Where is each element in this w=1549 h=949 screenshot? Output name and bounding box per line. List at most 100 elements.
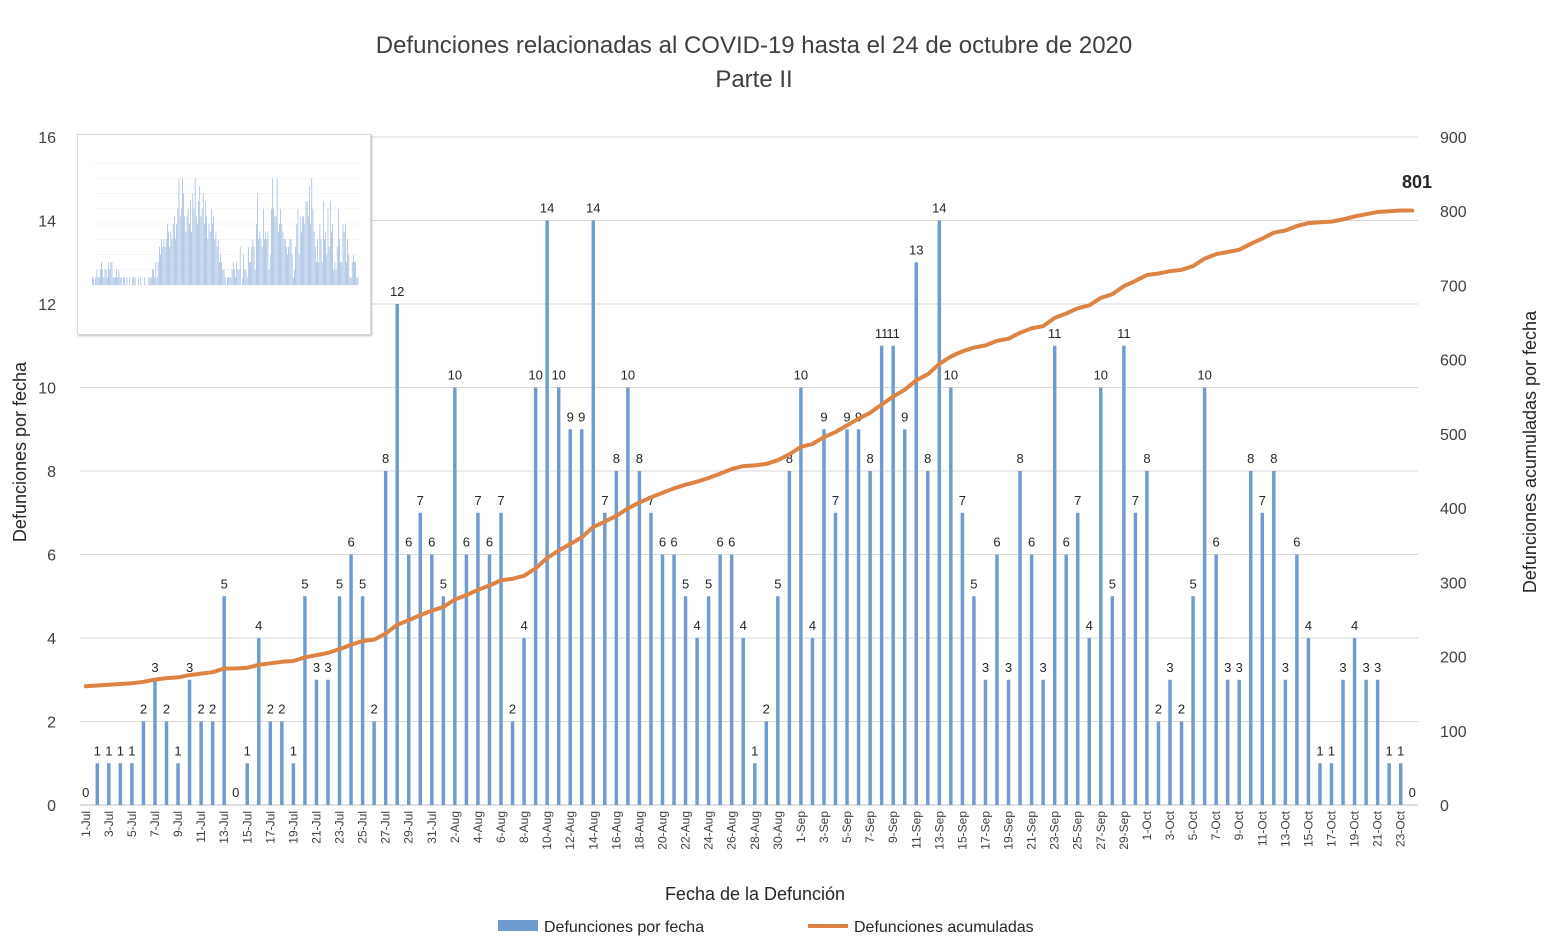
y2-tick-label: 300 bbox=[1440, 575, 1467, 592]
thumbnail-bar bbox=[161, 239, 162, 285]
bar bbox=[983, 679, 988, 805]
bar-value-label: 0 bbox=[232, 785, 239, 800]
thumbnail-bar bbox=[266, 239, 268, 285]
thumbnail-bar bbox=[190, 201, 191, 285]
thumbnail-bar bbox=[259, 231, 261, 285]
bar bbox=[407, 554, 411, 805]
bar bbox=[130, 763, 134, 805]
thumbnail-bar bbox=[243, 254, 244, 285]
thumbnail-bar bbox=[120, 277, 122, 285]
bar bbox=[1076, 512, 1080, 805]
thumbnail-bar bbox=[286, 246, 287, 285]
x-tick-label: 24-Aug bbox=[702, 811, 716, 850]
thumbnail-bar bbox=[102, 269, 104, 285]
thumbnail-bar bbox=[258, 239, 259, 285]
bar bbox=[337, 596, 342, 805]
bar-value-label: 3 bbox=[1166, 660, 1173, 675]
thumbnail-bar bbox=[118, 269, 120, 285]
bar-value-label: 8 bbox=[1270, 451, 1277, 466]
bar-value-label: 1 bbox=[1316, 743, 1323, 758]
cumulative-line bbox=[83, 208, 1415, 689]
thumbnail-bar bbox=[279, 224, 280, 285]
bar-value-label: 1 bbox=[94, 743, 101, 758]
bar bbox=[164, 721, 169, 805]
bar bbox=[1110, 596, 1115, 805]
thumbnail-bar bbox=[156, 277, 158, 285]
y2-tick-label: 800 bbox=[1440, 204, 1467, 221]
bar bbox=[626, 387, 630, 805]
bar-value-label: 9 bbox=[843, 409, 850, 424]
bar bbox=[810, 638, 815, 805]
bar bbox=[580, 429, 584, 805]
thumbnail-bar bbox=[178, 178, 180, 285]
bar bbox=[902, 429, 907, 805]
bar bbox=[453, 387, 457, 805]
bar-value-label: 6 bbox=[486, 535, 493, 550]
thumbnail-bar bbox=[182, 178, 183, 285]
thumbnail-bar bbox=[214, 239, 216, 285]
bar bbox=[199, 721, 203, 805]
thumbnail-bar bbox=[93, 277, 94, 285]
bar-value-label: 2 bbox=[1178, 702, 1185, 717]
bar-value-label: 9 bbox=[820, 409, 827, 424]
thumbnail-bar bbox=[335, 269, 337, 285]
thumbnail-bar bbox=[124, 277, 125, 285]
right-axis-ticks: 0 100 200 300 400 500 600 700 800 900 bbox=[1440, 130, 1467, 815]
thumbnail-bar bbox=[262, 208, 264, 285]
thumbnail-bar bbox=[250, 262, 251, 285]
bar-value-label: 10 bbox=[448, 368, 462, 383]
bar bbox=[360, 596, 365, 805]
bar-value-label: 2 bbox=[509, 702, 516, 717]
thumbnail-bar bbox=[159, 246, 160, 285]
thumbnail-bar bbox=[119, 277, 121, 285]
thumbnail-bar bbox=[152, 269, 153, 285]
thumbnail-bar bbox=[336, 246, 338, 285]
thumbnail-bar bbox=[317, 239, 318, 285]
bar-value-label: 6 bbox=[405, 535, 412, 550]
thumbnail-bar bbox=[165, 239, 167, 285]
bar-value-label: 7 bbox=[497, 493, 504, 508]
thumbnail-bar bbox=[293, 277, 294, 285]
bar bbox=[1018, 471, 1022, 805]
thumbnail-bar bbox=[353, 254, 354, 285]
bar-value-label: 5 bbox=[336, 576, 343, 591]
bar bbox=[1064, 554, 1068, 805]
thumbnail-bar bbox=[267, 231, 269, 285]
thumbnail-bar bbox=[291, 254, 293, 285]
bar bbox=[464, 554, 469, 805]
bar bbox=[1260, 512, 1265, 805]
thumbnail-bar bbox=[104, 269, 106, 285]
bar-value-label: 2 bbox=[209, 702, 216, 717]
thumbnail-bar bbox=[324, 239, 325, 285]
x-tick-label: 7-Sep bbox=[863, 811, 877, 843]
bar bbox=[107, 763, 111, 805]
bar-value-label: 3 bbox=[1362, 660, 1369, 675]
bar-value-label: 2 bbox=[197, 702, 204, 717]
x-tick-label: 27-Jul bbox=[379, 811, 393, 844]
x-tick-label: 5-Sep bbox=[840, 811, 854, 843]
thumbnail-bar bbox=[204, 224, 205, 285]
bar-value-label: 8 bbox=[924, 451, 931, 466]
thumbnail-bar bbox=[184, 216, 186, 285]
bar-value-label: 10 bbox=[528, 368, 542, 383]
thumbnail-bar bbox=[340, 262, 341, 285]
thumbnail-bar bbox=[302, 216, 303, 285]
thumbnail-bar bbox=[231, 269, 233, 285]
thumbnail-bar bbox=[252, 239, 254, 285]
bar bbox=[972, 596, 976, 805]
bar-value-label: 6 bbox=[347, 535, 354, 550]
thumbnail-bar bbox=[183, 193, 184, 285]
thumbnail-bar bbox=[168, 231, 169, 285]
thumbnail-bar bbox=[318, 262, 320, 285]
thumbnail-bar bbox=[149, 277, 151, 285]
thumbnail-bar bbox=[350, 277, 352, 285]
x-tick-label: 3-Oct bbox=[1163, 810, 1177, 840]
bar bbox=[1225, 679, 1230, 805]
thumbnail-bar bbox=[123, 277, 124, 285]
bar-value-label: 10 bbox=[551, 368, 565, 383]
x-tick-label: 29-Jul bbox=[402, 811, 416, 844]
thumbnail-bar bbox=[331, 231, 332, 285]
bar-value-label: 1 bbox=[174, 743, 181, 758]
thumbnail-bar bbox=[237, 269, 239, 285]
bar-value-label: 8 bbox=[1016, 451, 1023, 466]
